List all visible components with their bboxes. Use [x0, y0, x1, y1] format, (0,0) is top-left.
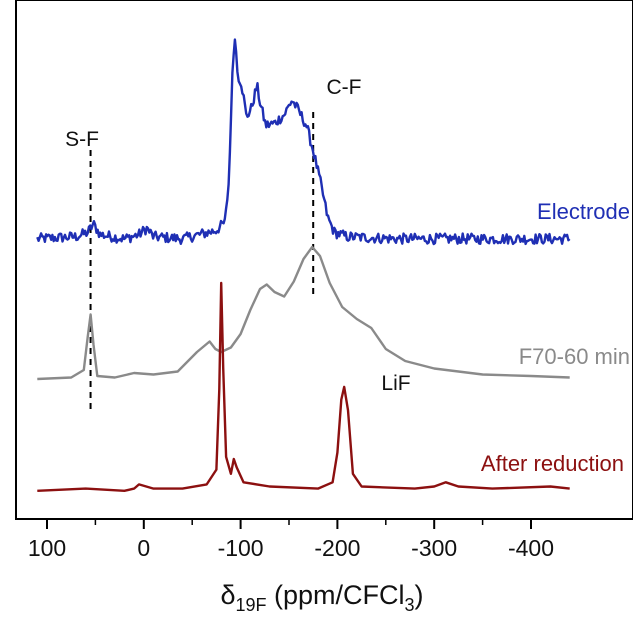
plot-frame	[15, 0, 633, 520]
x-axis-label-sub2: 3	[405, 595, 415, 615]
annotation-c-f: C-F	[327, 76, 362, 99]
series-line-after-reduction	[37, 281, 570, 492]
series-label-electrode: Electrode	[537, 199, 630, 224]
x-axis-label-end: )	[415, 580, 424, 610]
x-axis-label-sub: 19F	[235, 595, 266, 615]
x-axis-ticks	[46, 519, 532, 529]
x-tick-label-4: -300	[411, 535, 457, 561]
x-axis-label: δ19F (ppm/CFCl3)	[220, 580, 423, 615]
x-axis-label-text: (ppm/CFCl	[267, 580, 405, 610]
x-tick-label-0: 100	[28, 535, 66, 561]
annotation-s-f: S-F	[65, 128, 99, 151]
x-axis-label-delta: δ	[220, 580, 235, 610]
series-line-electrode	[36, 38, 571, 246]
x-tick-label-5: -400	[508, 535, 554, 561]
series-label-f70-60-min: F70-60 min	[519, 344, 630, 369]
series-label-after-reduction: After reduction	[481, 451, 624, 476]
x-tick-label-2: -100	[218, 535, 264, 561]
spectrum-lines	[36, 38, 571, 492]
annotation-dashed-lines	[89, 112, 315, 410]
series-line-f70-60-min	[37, 245, 570, 381]
x-tick-label-1: 0	[137, 535, 150, 561]
x-axis-tick-labels: 100 0 -100 -200 -300 -400	[28, 535, 554, 561]
annotation-lif: LiF	[381, 372, 410, 395]
x-tick-label-3: -200	[314, 535, 360, 561]
